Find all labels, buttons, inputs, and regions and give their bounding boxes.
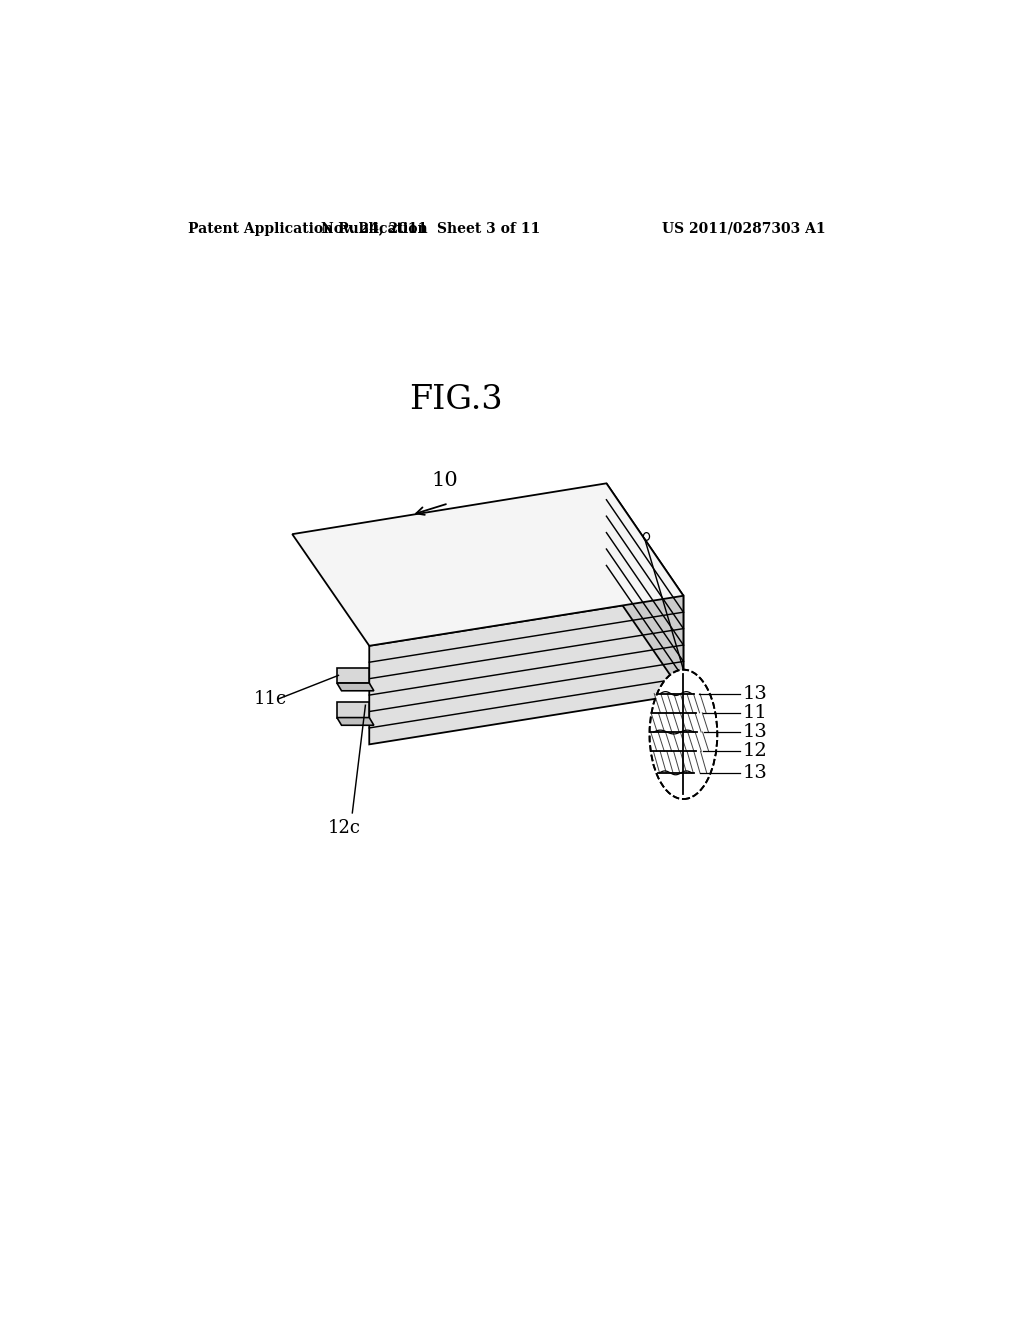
Polygon shape xyxy=(337,702,370,718)
Text: Patent Application Publication: Patent Application Publication xyxy=(188,222,428,235)
Text: 13: 13 xyxy=(742,764,768,781)
Text: 13: 13 xyxy=(742,685,768,702)
Text: 12: 12 xyxy=(742,742,767,760)
Text: Nov. 24, 2011  Sheet 3 of 11: Nov. 24, 2011 Sheet 3 of 11 xyxy=(322,222,541,235)
Text: 11: 11 xyxy=(742,704,767,722)
Polygon shape xyxy=(337,668,370,682)
Text: 12c: 12c xyxy=(328,818,361,837)
Ellipse shape xyxy=(649,669,717,799)
Polygon shape xyxy=(370,595,683,744)
Text: FIG.3: FIG.3 xyxy=(410,384,503,416)
Text: US 2011/0287303 A1: US 2011/0287303 A1 xyxy=(662,222,825,235)
Polygon shape xyxy=(606,483,683,694)
Text: 13: 13 xyxy=(742,723,768,741)
Text: 10: 10 xyxy=(431,470,458,490)
Polygon shape xyxy=(337,718,374,725)
Polygon shape xyxy=(292,483,683,645)
Text: 11c: 11c xyxy=(254,690,287,708)
Polygon shape xyxy=(337,682,374,690)
